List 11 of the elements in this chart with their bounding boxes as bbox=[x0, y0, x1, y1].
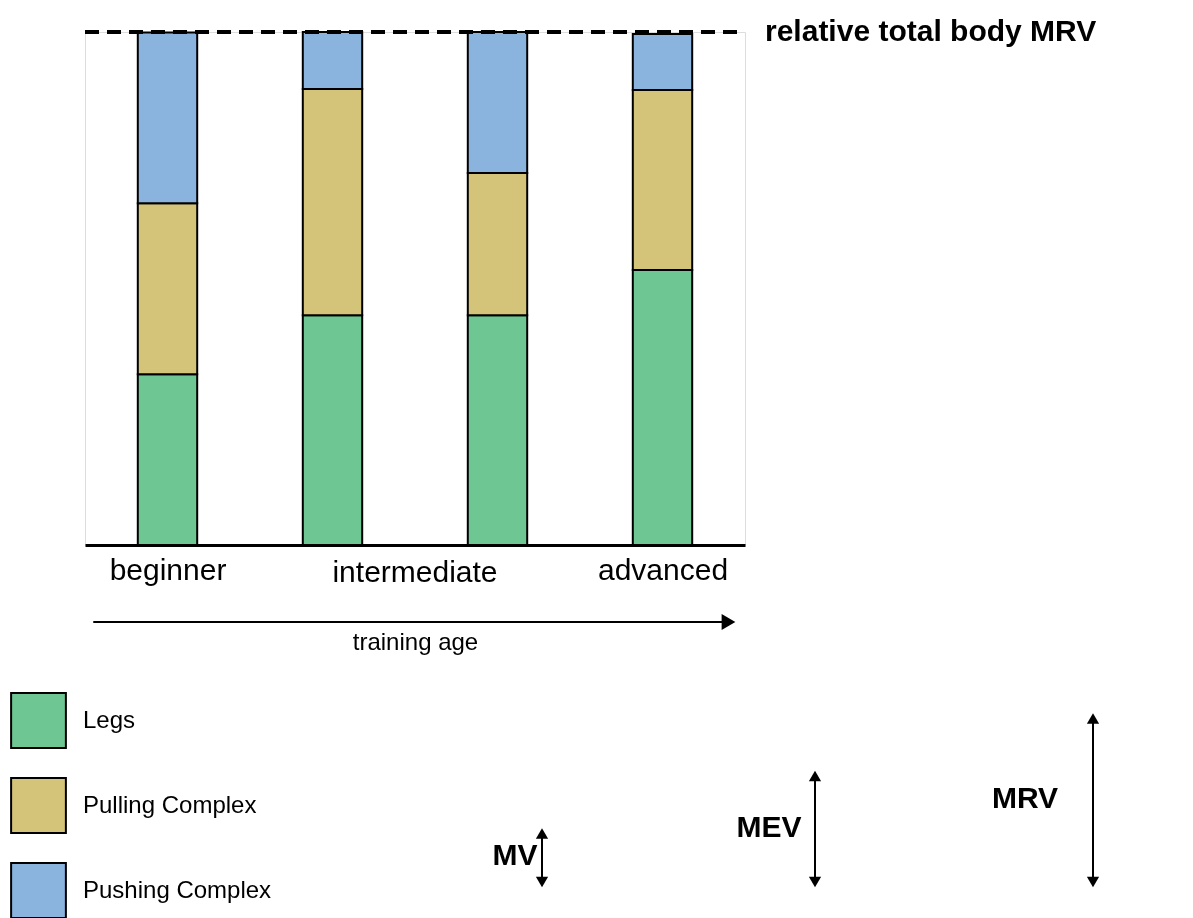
ref-line-label: relative total body MRV bbox=[765, 14, 1097, 47]
legend-label: Pulling Complex bbox=[83, 790, 257, 818]
x-tick-label: beginner bbox=[109, 552, 227, 586]
text: MV bbox=[492, 838, 538, 872]
x-axis-title: training age bbox=[352, 627, 479, 655]
legend-label: Legs bbox=[83, 705, 136, 733]
text: MRV bbox=[991, 780, 1059, 814]
x-tick-label: advanced bbox=[597, 552, 729, 586]
text: MEV bbox=[736, 809, 802, 843]
legend-label: Pushing Complex bbox=[83, 875, 272, 903]
text: intermediate bbox=[332, 555, 498, 588]
